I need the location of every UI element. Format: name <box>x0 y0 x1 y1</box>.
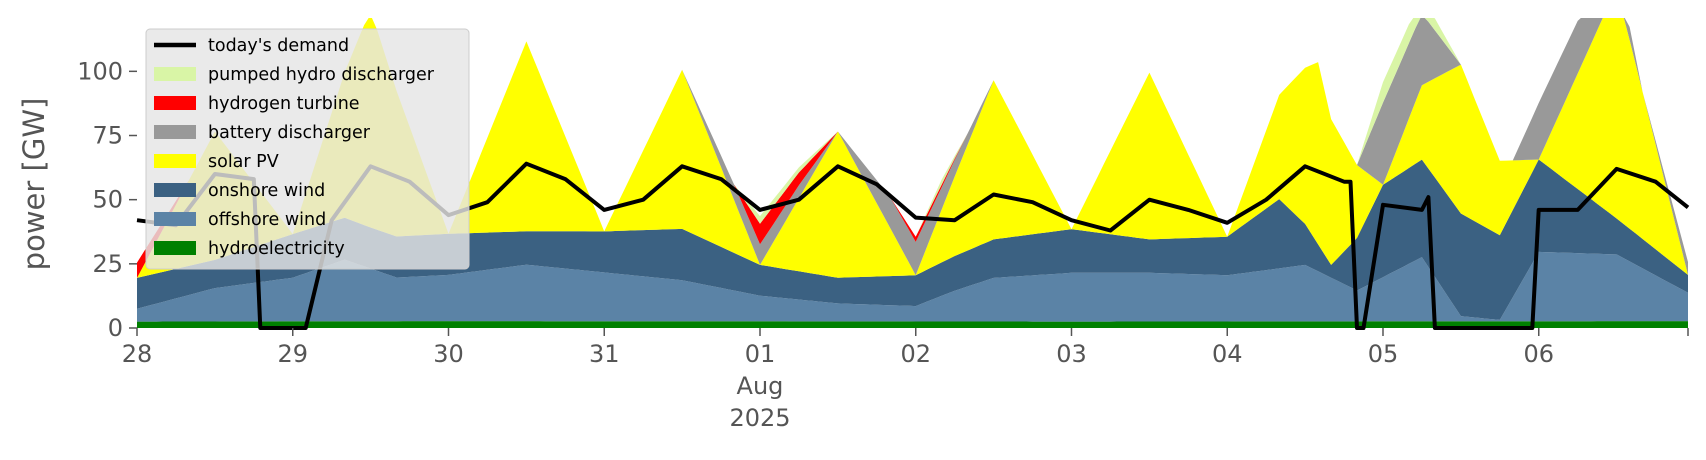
x-month-label: Aug <box>737 372 784 400</box>
legend-entry: hydrogen turbine <box>154 94 360 114</box>
legend-entry: today's demand <box>154 36 349 56</box>
x-tick-label: 28 <box>122 340 153 368</box>
legend-entry: offshore wind <box>154 210 326 230</box>
x-tick-label: 31 <box>589 340 620 368</box>
x-tick-label: 04 <box>1212 340 1243 368</box>
x-axis: 28 29 30 31 01 Aug 2025 02 03 04 05 06 <box>122 328 1689 432</box>
legend-swatch <box>154 154 196 168</box>
y-axis-label: power [GW] <box>17 98 51 271</box>
legend-swatch <box>154 183 196 197</box>
y-tick-label: 50 <box>92 186 123 214</box>
legend-entry: battery discharger <box>154 123 371 143</box>
legend-label: solar PV <box>208 152 279 172</box>
area-hydroelectricity <box>137 321 1688 328</box>
legend-entry: hydroelectricity <box>154 239 345 259</box>
y-tick-label: 25 <box>92 250 123 278</box>
x-tick-label: 06 <box>1523 340 1554 368</box>
legend-label: offshore wind <box>208 210 326 230</box>
x-tick-label: 01 <box>745 340 776 368</box>
legend-label: hydroelectricity <box>208 239 345 259</box>
legend-swatch <box>154 96 196 110</box>
area-offshore-wind <box>137 251 1688 322</box>
legend-label: pumped hydro discharger <box>208 65 435 85</box>
legend-label: today's demand <box>208 36 349 56</box>
x-tick-label: 05 <box>1368 340 1399 368</box>
legend-box <box>145 28 470 270</box>
y-tick-label: 0 <box>108 314 123 342</box>
x-tick-label: 30 <box>433 340 464 368</box>
x-tick-label: 02 <box>900 340 931 368</box>
y-tick-label: 75 <box>92 122 123 150</box>
legend-label: hydrogen turbine <box>208 94 360 114</box>
area-battery-discharger <box>137 18 1688 278</box>
legend-entry: solar PV <box>154 152 279 172</box>
y-tick-label: 100 <box>77 57 123 85</box>
legend-swatch <box>154 125 196 139</box>
y-axis: 0 25 50 75 100 <box>77 57 137 342</box>
legend-swatch <box>154 67 196 81</box>
x-year-label: 2025 <box>729 404 790 432</box>
legend-swatch <box>154 212 196 226</box>
x-tick-label: 29 <box>277 340 308 368</box>
legend-label: battery discharger <box>208 123 371 143</box>
legend-swatch <box>154 241 196 255</box>
stacked-area-series <box>137 18 1688 328</box>
legend-label: onshore wind <box>208 181 325 201</box>
legend-entry: pumped hydro discharger <box>154 65 435 85</box>
area-solar-pv <box>137 18 1688 278</box>
x-tick-label: 03 <box>1056 340 1087 368</box>
legend-entry: onshore wind <box>154 181 325 201</box>
legend: today's demand pumped hydro discharger hyd… <box>145 28 470 270</box>
